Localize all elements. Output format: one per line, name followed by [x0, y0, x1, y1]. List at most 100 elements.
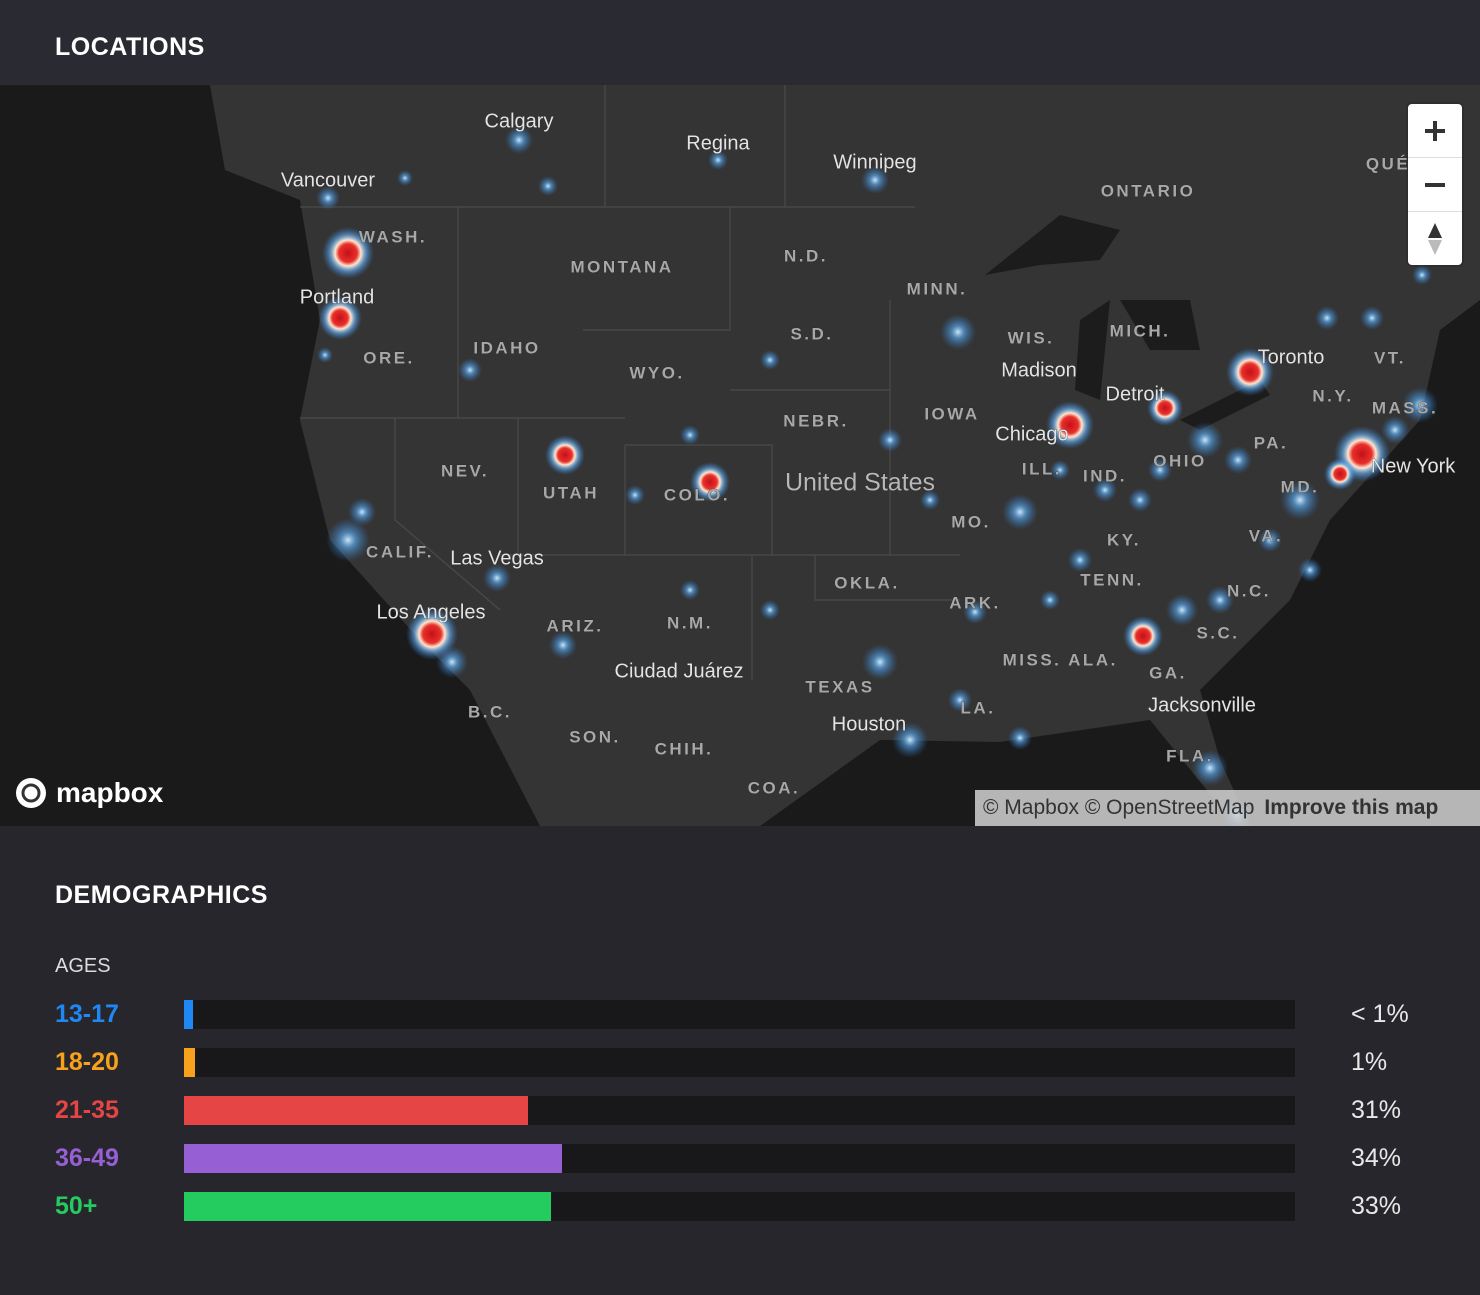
- map-label: CALIF.: [366, 542, 434, 561]
- age-label: 21-35: [55, 1096, 119, 1124]
- map-label: COA.: [748, 778, 801, 797]
- heat-spot: [436, 646, 468, 678]
- bar-track: [184, 1000, 1295, 1029]
- bar-track: [184, 1096, 1295, 1125]
- zoom-in[interactable]: [1408, 104, 1462, 158]
- map-label: WYO.: [629, 363, 684, 382]
- heat-spot: [316, 186, 340, 210]
- map-label: MD.: [1281, 477, 1320, 496]
- map-label: Chicago: [995, 423, 1068, 445]
- age-row: 18-20 1%: [0, 1043, 1480, 1083]
- map-label: Vancouver: [281, 169, 375, 191]
- bar-track: [184, 1192, 1295, 1221]
- map-label: CHIH.: [655, 739, 714, 758]
- age-label: 13-17: [55, 1000, 119, 1028]
- map-label: NEBR.: [783, 411, 848, 430]
- map-label: United States: [785, 469, 935, 497]
- map-label: LA.: [961, 698, 996, 717]
- heat-spot: [680, 425, 700, 445]
- map-label: OKLA.: [834, 573, 899, 592]
- lake: [1120, 300, 1200, 350]
- map-label: Calgary: [485, 110, 554, 132]
- heat-spot: [1093, 478, 1117, 502]
- map-label: NEV.: [441, 461, 489, 480]
- heat-spot: [317, 347, 333, 363]
- heat-spot: [1147, 390, 1183, 426]
- map-label: Los Angeles: [377, 601, 486, 623]
- map-label: Ciudad Juárez: [615, 660, 744, 682]
- heat-spot: [505, 126, 533, 154]
- lake: [985, 215, 1120, 275]
- map-label: Las Vegas: [450, 547, 543, 569]
- improve-link[interactable]: Improve this map: [1264, 796, 1439, 819]
- heat-spot: [549, 631, 577, 659]
- atlantic: [1200, 300, 1480, 826]
- age-bar: [184, 1144, 562, 1173]
- map-label: COLO.: [664, 485, 730, 504]
- heat-spot: [892, 722, 928, 758]
- heat-spot: [708, 150, 728, 170]
- heat-spot: [1206, 586, 1234, 614]
- pacific: [0, 85, 540, 826]
- map-label: IDAHO: [473, 338, 540, 357]
- map-label: ORE.: [363, 348, 415, 367]
- map-label: IND.: [1083, 466, 1127, 485]
- heat-spot: [948, 688, 972, 712]
- map-label: ILL.: [1022, 459, 1062, 478]
- age-bar: [184, 1048, 196, 1077]
- ages-title: AGES: [55, 955, 111, 977]
- compass[interactable]: [1408, 212, 1462, 265]
- map-label: IOWA: [924, 404, 979, 423]
- section-title: DEMOGRAPHICS: [55, 881, 268, 909]
- map-label: FLA.: [1166, 746, 1214, 765]
- heat-spot: [760, 350, 780, 370]
- heat-spot: [1360, 306, 1384, 330]
- heat-spot: [1298, 558, 1322, 582]
- map-label: KY.: [1107, 530, 1141, 549]
- map-label: S.D.: [790, 324, 833, 343]
- heat-spot: [538, 176, 558, 196]
- heat-spot: [1002, 494, 1038, 530]
- heat-spot: [963, 600, 987, 624]
- heat-spot: [1166, 594, 1198, 626]
- zoom-controls: [1408, 104, 1462, 265]
- map[interactable]: Calgary Regina Winnipeg Vancouver ONTARIO QUÉ…: [0, 85, 1480, 826]
- map-label: TENN.: [1080, 570, 1144, 589]
- age-row: 21-35 31%: [0, 1091, 1480, 1131]
- heat-spot: [1224, 446, 1252, 474]
- value-label: 31%: [1351, 1096, 1402, 1124]
- zoom-out[interactable]: [1408, 158, 1462, 212]
- map-label: GA.: [1149, 663, 1187, 682]
- map-label: Jacksonville: [1148, 694, 1256, 716]
- age-label: 50+: [55, 1192, 98, 1220]
- bar-track: [184, 1048, 1295, 1077]
- map-logo[interactable]: mapbox: [14, 776, 163, 810]
- map-label: VT.: [1374, 348, 1406, 367]
- bar-track: [184, 1144, 1295, 1173]
- section-title: LOCATIONS: [55, 33, 205, 61]
- heat-spot: [862, 644, 898, 680]
- map-label: Houston: [832, 713, 907, 735]
- map-label: WIS.: [1008, 328, 1055, 347]
- age-bar: [184, 1000, 193, 1029]
- heat-spot: [1040, 590, 1060, 610]
- map-label: Regina: [686, 132, 750, 154]
- value-label: 33%: [1351, 1192, 1402, 1220]
- heat-spot: [1412, 265, 1432, 285]
- heat-spot: [1324, 458, 1356, 490]
- heat-spot: [690, 462, 730, 502]
- heat-spot: [1123, 616, 1163, 656]
- age-row: 50+ 33%: [0, 1187, 1480, 1227]
- logo-text: mapbox: [56, 777, 164, 808]
- heat-spot: [1280, 480, 1320, 520]
- attribution-text[interactable]: © Mapbox © OpenStreetMap: [983, 796, 1255, 819]
- heat-spot: [940, 314, 976, 350]
- heat-spot: [545, 435, 585, 475]
- heat-spot: [348, 498, 376, 526]
- age-label: 36-49: [55, 1144, 119, 1172]
- age-row: 36-49 34%: [0, 1139, 1480, 1179]
- map-label: MICH.: [1110, 321, 1171, 340]
- map-label: Winnipeg: [833, 151, 916, 173]
- map-label: PA.: [1254, 433, 1289, 452]
